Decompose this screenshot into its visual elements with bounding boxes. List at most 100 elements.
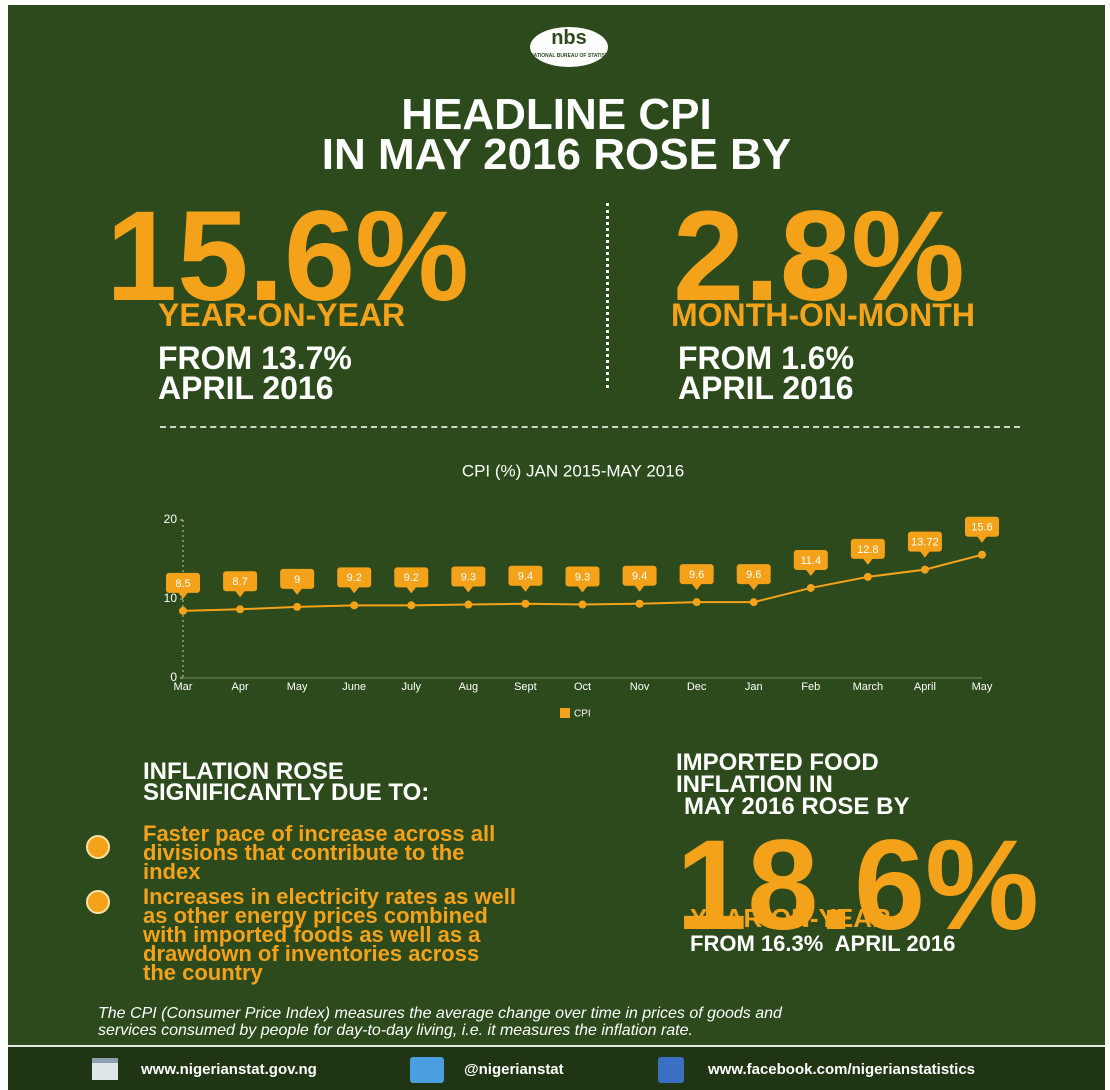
x-tick-label: Dec <box>687 681 707 693</box>
point <box>920 565 929 574</box>
label-pointer <box>977 536 987 543</box>
x-tick-label: April <box>914 681 936 693</box>
logo-mark: nbs <box>551 27 587 49</box>
data-label: 9.2 <box>347 572 362 584</box>
data-label: 15.6 <box>971 522 992 534</box>
x-tick-label: Apr <box>232 681 249 693</box>
label-box <box>508 565 543 586</box>
cause-text: Faster pace of increase across all <box>143 821 496 846</box>
footer-link[interactable]: @nigerianstat <box>464 1061 564 1078</box>
divider <box>606 203 609 388</box>
label-box <box>223 571 258 592</box>
logo-name: NATIONAL BUREAU OF STATISTICS <box>530 53 617 59</box>
bullet <box>86 835 110 859</box>
infographic: nbs NATIONAL BUREAU OF STATISTICS HEADLI… <box>8 5 1105 1090</box>
point <box>692 598 701 607</box>
label-pointer <box>292 588 303 595</box>
y-tick-label: 0 <box>170 670 177 684</box>
footer-link[interactable]: www.facebook.com/nigerianstatistics <box>708 1061 976 1078</box>
food-label: YEAR-ON-YEAR <box>690 903 891 933</box>
label-box <box>451 566 486 587</box>
headline: HEADLINE CPI <box>401 90 712 139</box>
twitter-icon <box>410 1057 444 1083</box>
note: services consumed by people for day-to-d… <box>98 1022 693 1039</box>
stat-label: MONTH-ON-MONTH <box>671 297 975 333</box>
data-label: 9.4 <box>632 571 647 583</box>
cause-text: divisions that contribute to the <box>143 840 465 865</box>
data-label: 9.3 <box>461 571 476 583</box>
causes-heading: SIGNIFICANTLY DUE TO: <box>143 779 430 806</box>
data-label: 9.6 <box>746 569 761 581</box>
food-heading: MAY 2016 ROSE BY <box>684 793 910 820</box>
label-box <box>850 538 885 559</box>
stat-value: 15.6% <box>106 185 469 328</box>
chart: CPI (%) JAN 2015-MAY 2016 0 10 20 Mar Apr May… <box>164 461 999 720</box>
point <box>863 572 872 581</box>
legend-swatch <box>560 708 570 718</box>
cause-text: index <box>143 859 201 884</box>
x-tick-label: Nov <box>630 681 650 693</box>
label-box <box>793 549 828 570</box>
label-pointer <box>805 569 816 576</box>
label-pointer <box>520 585 531 592</box>
facebook-icon <box>658 1057 684 1083</box>
label-pointer <box>919 551 930 558</box>
point <box>350 601 359 610</box>
data-label: 9.4 <box>518 571 533 583</box>
label-box <box>280 568 315 589</box>
data-label: 8.5 <box>175 578 190 590</box>
label-box <box>736 564 771 585</box>
label-box <box>965 516 999 537</box>
point <box>578 600 587 609</box>
point <box>749 598 758 607</box>
x-tick-label: Feb <box>801 681 820 693</box>
data-label: 11.4 <box>800 555 821 567</box>
cause-text: as other energy prices combined <box>143 903 488 928</box>
chart-title: CPI (%) JAN 2015-MAY 2016 <box>462 461 684 480</box>
stat-from: APRIL 2016 <box>678 370 854 406</box>
stat-from: FROM 13.7% <box>158 340 352 376</box>
footer-link[interactable]: www.nigerianstat.gov.ng <box>141 1061 317 1078</box>
footer <box>8 1045 1105 1090</box>
label-pointer <box>862 558 873 565</box>
point <box>978 550 986 559</box>
data-label: 9.6 <box>689 569 704 581</box>
label-pointer <box>463 586 474 593</box>
stat-value: 2.8% <box>673 185 965 328</box>
label-pointer <box>235 590 246 598</box>
label-box <box>679 564 714 585</box>
cause-text: the country <box>143 960 263 985</box>
food-heading: IMPORTED FOOD <box>676 749 879 776</box>
point <box>806 583 815 592</box>
point <box>635 599 644 608</box>
label-pointer <box>178 592 188 599</box>
data-label: 9.3 <box>575 571 590 583</box>
data-label: 8.7 <box>232 576 247 588</box>
point <box>407 601 416 610</box>
point <box>179 606 187 615</box>
point <box>521 599 530 608</box>
label-pointer <box>577 586 588 593</box>
label-box <box>622 565 657 586</box>
stat-from: FROM 1.6% <box>678 340 855 376</box>
label-pointer <box>406 586 417 594</box>
cause-text: Increases in electricity rates as well <box>143 884 517 909</box>
x-tick-label: June <box>342 681 366 693</box>
x-tick-label: Mar <box>174 681 193 693</box>
x-tick-label: Aug <box>459 681 479 693</box>
causes-heading: INFLATION ROSE <box>143 758 344 785</box>
web-icon <box>92 1058 118 1080</box>
x-tick-label: March <box>853 681 884 693</box>
data-label: 13.72 <box>911 537 939 549</box>
point <box>293 602 302 611</box>
label-box <box>394 567 429 588</box>
x-tick-label: May <box>972 681 993 693</box>
label-pointer <box>634 585 645 592</box>
label-box <box>565 566 600 587</box>
cause-text: with imported foods as well as a <box>143 922 481 947</box>
cause-text: drawdown of inventories across <box>143 941 480 966</box>
label-box <box>337 567 372 588</box>
x-tick-label: Jan <box>745 681 763 693</box>
data-label: 9.2 <box>404 572 419 584</box>
